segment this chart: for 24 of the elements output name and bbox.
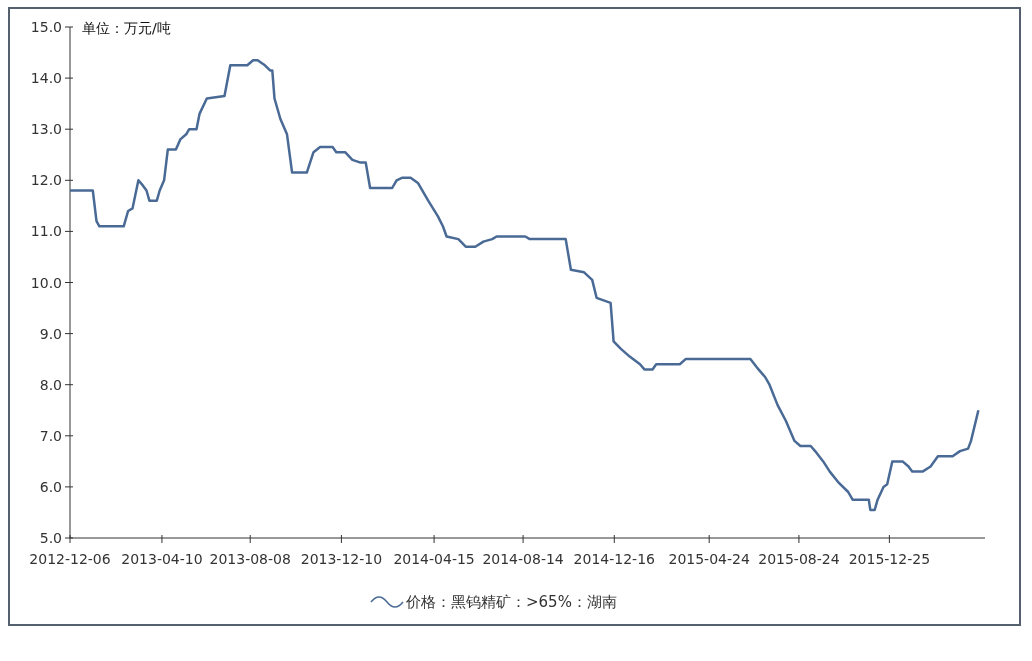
x-tick-label: 2015-08-24 xyxy=(758,551,840,567)
y-tick-label: 11.0 xyxy=(30,223,62,240)
y-tick-label: 9.0 xyxy=(39,325,62,342)
x-tick-label: 2014-04-15 xyxy=(393,551,475,567)
y-tick-label: 7.0 xyxy=(39,427,62,444)
x-tick-label: 2015-04-24 xyxy=(668,551,750,567)
x-tick-label: 2013-04-10 xyxy=(121,551,203,567)
x-tick-label: 2014-08-14 xyxy=(482,551,564,567)
legend-label: 价格：黑钨精矿：>65%：湖南 xyxy=(405,593,617,611)
x-tick-label: 2015-12-25 xyxy=(848,551,931,567)
y-tick-label: 13.0 xyxy=(30,121,62,138)
y-axis-title: 单位：万元/吨 xyxy=(82,20,171,36)
y-tick-label: 14.0 xyxy=(30,70,62,87)
y-tick-label: 10.0 xyxy=(30,274,62,291)
y-tick-label: 5.0 xyxy=(39,530,62,546)
y-tick-label: 12.0 xyxy=(30,172,62,189)
y-tick-label: 8.0 xyxy=(39,376,62,393)
y-tick-label: 15.0 xyxy=(30,19,62,35)
x-tick-label: 2012-12-06 xyxy=(29,551,111,567)
x-tick-label: 2014-12-16 xyxy=(573,551,656,567)
y-tick-label: 6.0 xyxy=(39,478,62,495)
x-tick-label: 2013-08-08 xyxy=(209,551,291,567)
line-series xyxy=(68,58,980,512)
x-tick-label: 2013-12-10 xyxy=(300,551,383,567)
